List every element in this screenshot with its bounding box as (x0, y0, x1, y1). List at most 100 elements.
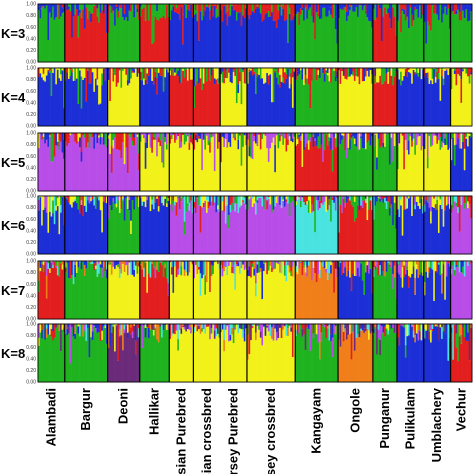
ancestry-bar (450, 327, 453, 334)
ancestry-bar (157, 261, 160, 264)
ancestry-bar (390, 28, 393, 62)
ancestry-bar (245, 261, 248, 269)
ancestry-bar (347, 133, 350, 148)
ancestry-bar (91, 199, 94, 254)
ancestry-bar (259, 4, 262, 14)
ancestry-bar (288, 325, 291, 382)
ancestry-bar (74, 324, 77, 334)
ancestry-bar (267, 84, 270, 126)
ancestry-bar (298, 137, 301, 191)
ancestry-bar (350, 290, 353, 319)
ancestry-bar (460, 204, 463, 254)
ancestry-bar (180, 275, 183, 319)
ancestry-bar (102, 325, 105, 382)
ancestry-bar (258, 4, 261, 9)
ancestry-bar (371, 133, 374, 134)
ancestry-bar (128, 133, 131, 136)
ancestry-bar (341, 68, 344, 69)
ancestry-bar (190, 324, 193, 328)
ancestry-bar (231, 327, 234, 335)
ancestry-bar (112, 261, 115, 267)
ancestry-bar (430, 261, 432, 266)
ancestry-bar (371, 133, 374, 137)
ancestry-bar (109, 5, 112, 62)
ancestry-bar (280, 207, 283, 254)
ancestry-bar (293, 324, 296, 382)
ancestry-bar (180, 333, 183, 382)
ancestry-bar (85, 4, 88, 8)
ancestry-bar (96, 196, 99, 199)
ancestry-bar (188, 142, 191, 150)
ancestry-bar (138, 266, 141, 319)
ancestry-bar (161, 202, 164, 254)
ancestry-bar (371, 293, 374, 319)
ancestry-bar (409, 261, 412, 278)
ancestry-bar (251, 326, 254, 328)
ancestry-bar (334, 210, 337, 254)
ancestry-bar (90, 68, 93, 84)
ancestry-bar (450, 133, 453, 139)
ancestry-bar (382, 332, 385, 382)
ancestry-bar (55, 327, 58, 382)
ancestry-bar (388, 215, 391, 254)
ancestry-bar (93, 270, 96, 319)
ancestry-bar (93, 196, 96, 206)
ancestry-bar (415, 133, 418, 146)
ancestry-bar (317, 68, 320, 71)
ancestry-bar (256, 146, 259, 191)
ancestry-bar (47, 217, 50, 233)
ancestry-bar (141, 196, 144, 202)
ancestry-bar (144, 20, 147, 62)
ancestry-bar (60, 16, 62, 62)
ancestry-bar (107, 133, 110, 136)
ancestry-bar (326, 16, 329, 63)
ancestry-bar (235, 324, 238, 382)
ancestry-bar (161, 261, 164, 263)
ancestry-bar (311, 133, 313, 135)
ancestry-bar (259, 261, 262, 269)
ancestry-bar (223, 4, 226, 6)
ancestry-bar (61, 329, 64, 382)
ancestry-bar (221, 196, 224, 202)
ancestry-bar (395, 133, 398, 191)
ancestry-bar (398, 79, 401, 126)
ancestry-bar (199, 273, 202, 296)
ancestry-bar (345, 68, 348, 80)
ancestry-bar (283, 133, 286, 139)
ancestry-bar (67, 78, 70, 126)
ancestry-bar (457, 7, 460, 10)
ancestry-bar (169, 70, 172, 76)
ancestry-bar (299, 324, 302, 382)
ancestry-bar (180, 6, 183, 62)
ancestry-bar (85, 261, 88, 269)
ancestry-bar (312, 22, 315, 62)
ancestry-bar (104, 144, 107, 191)
ancestry-bar (298, 133, 301, 135)
ancestry-bar (269, 204, 272, 254)
ancestry-bar (109, 345, 112, 382)
ancestry-bar (344, 325, 347, 329)
ancestry-bar (353, 268, 356, 276)
ancestry-bar (80, 324, 83, 382)
ancestry-bar (141, 5, 144, 9)
ancestry-bar (53, 133, 56, 157)
ancestry-bar (186, 206, 189, 254)
ancestry-bar (442, 261, 445, 265)
ancestry-bar (342, 133, 345, 136)
ancestry-bar (136, 336, 139, 382)
ancestry-bar (205, 4, 208, 7)
ancestry-bar (47, 4, 50, 41)
ancestry-bar (350, 359, 353, 382)
ancestry-bar (360, 136, 363, 139)
ancestry-bar (380, 68, 383, 85)
ancestry-bar (172, 76, 175, 126)
ancestry-bar (338, 147, 340, 191)
ancestry-bar (452, 4, 455, 12)
ancestry-bar (408, 154, 410, 191)
ancestry-bar (395, 69, 398, 72)
ancestry-bar (175, 325, 178, 331)
ancestry-bar (357, 196, 359, 199)
ancestry-bar (312, 136, 315, 147)
ancestry-bar (433, 196, 436, 199)
ancestry-bar (371, 261, 374, 294)
